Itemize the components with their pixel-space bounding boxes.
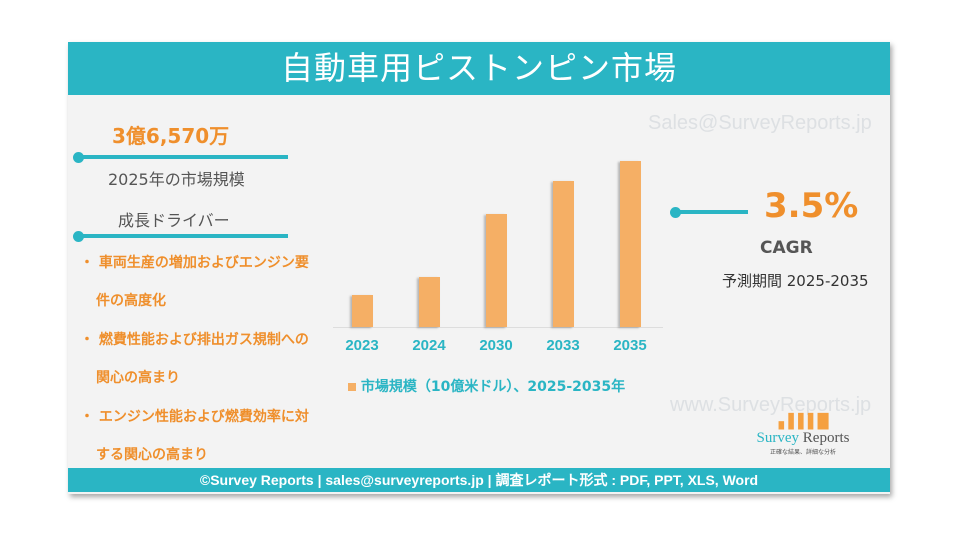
bar-2035: [620, 161, 641, 327]
bar-2033: [553, 180, 574, 327]
driver-item: ・ エンジン性能および燃費効率に対 する関心の高まり: [80, 409, 309, 463]
infographic-card: 自動車用ピストンピン市場 Sales@SurveyReports.jp www.…: [68, 42, 890, 494]
watermark-url: www.SurveyReports.jp: [670, 394, 872, 416]
bar-2030: [486, 214, 507, 327]
legend-swatch: [348, 383, 356, 391]
cagr-value: 3.5%: [764, 186, 859, 226]
market-size-value: 3億6,570万: [112, 124, 230, 148]
chart-legend: 市場規模（10億米ドル）、2025-2035年: [348, 376, 625, 396]
survey-reports-logo: ▖▌▌▌█ Survey Reports 正確な結果、詳細な分析: [748, 414, 858, 456]
watermark-email: Sales@SurveyReports.jp: [648, 112, 872, 134]
cagr-label: CAGR: [760, 238, 813, 258]
footer-bar: ©Survey Reports | sales@surveyreports.jp…: [68, 468, 890, 492]
bullet-icon: ・: [80, 409, 99, 425]
drivers-heading: 成長ドライバー: [118, 211, 230, 230]
divider-line: [78, 234, 288, 238]
bar-2023: [352, 295, 373, 327]
x-tick-label: 2035: [613, 337, 647, 354]
driver-item: ・ 車両生産の増加およびエンジン要 件の高度化: [80, 255, 309, 309]
bar-chart-logo-icon: ▖▌▌▌█: [778, 414, 829, 430]
x-tick-label: 2023: [345, 337, 379, 354]
x-tick-label: 2024: [412, 337, 446, 354]
page-title: 自動車用ピストンピン市場: [68, 42, 890, 95]
divider-line: [676, 210, 748, 214]
market-size-label: 2025年の市場規模: [108, 170, 245, 189]
divider-line: [78, 155, 288, 159]
bullet-dot: [670, 207, 681, 218]
chart-baseline: [333, 327, 663, 328]
bullet-icon: ・: [80, 332, 99, 348]
bar-2024: [419, 277, 440, 327]
x-tick-label: 2030: [479, 337, 513, 354]
forecast-period: 予測期間 2025-2035: [722, 272, 869, 290]
x-tick-label: 2033: [546, 337, 580, 354]
bullet-icon: ・: [80, 255, 99, 271]
driver-item: ・ 燃費性能および排出ガス規制への 関心の高まり: [80, 332, 309, 386]
